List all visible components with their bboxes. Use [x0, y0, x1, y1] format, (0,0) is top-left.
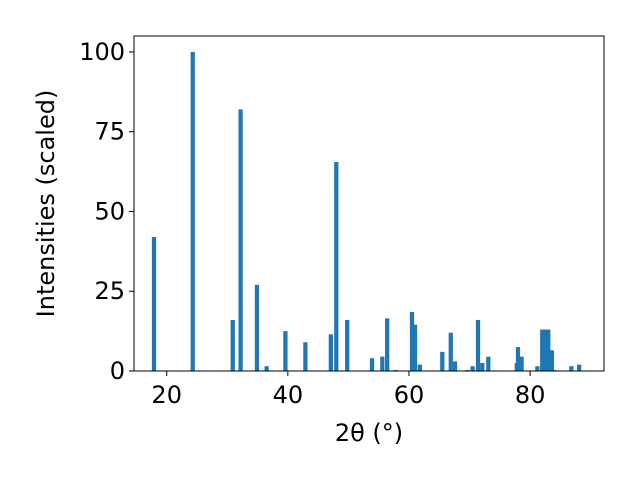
bar — [448, 332, 453, 371]
bar — [151, 237, 157, 371]
bar — [303, 342, 308, 371]
bar — [283, 331, 288, 371]
x-tick-label: 60 — [394, 381, 425, 409]
bar — [334, 162, 339, 371]
bar — [480, 363, 485, 371]
y-axis-label: Intensities (scaled) — [32, 90, 60, 318]
bar — [475, 319, 481, 371]
y-tick-label: 75 — [94, 118, 125, 146]
bar — [230, 319, 235, 371]
x-tick-label: 80 — [515, 381, 546, 409]
bar — [264, 366, 269, 371]
plot-frame — [133, 35, 605, 372]
y-axis-ticks: 0 25 50 75 100 — [79, 38, 134, 385]
bar — [515, 347, 521, 371]
y-tick-label: 25 — [94, 277, 125, 305]
bar — [440, 351, 445, 371]
bar — [540, 329, 545, 371]
bar — [519, 356, 524, 371]
bar — [190, 51, 195, 371]
bar — [452, 361, 458, 371]
bar — [254, 284, 260, 371]
bar — [369, 358, 375, 371]
bar — [417, 364, 422, 371]
bar — [577, 364, 582, 371]
bar — [238, 109, 243, 371]
bar — [380, 356, 385, 371]
bar — [470, 366, 475, 371]
bar — [542, 329, 547, 371]
bar — [549, 350, 555, 371]
bar — [385, 318, 390, 371]
x-axis-ticks: 20 40 60 80 — [151, 371, 545, 409]
y-tick-label: 0 — [110, 357, 125, 385]
x-tick-label: 20 — [151, 381, 182, 409]
y-tick-label: 100 — [79, 38, 125, 66]
bar — [546, 329, 551, 371]
bar — [535, 366, 540, 371]
x-tick-label: 40 — [273, 381, 304, 409]
y-tick-label: 50 — [94, 197, 125, 225]
bar — [569, 366, 574, 371]
bar — [409, 311, 415, 371]
x-axis-label: 2θ (°) — [335, 419, 403, 447]
bar — [412, 324, 418, 371]
bar-series — [151, 51, 582, 371]
bar — [345, 319, 350, 371]
bar — [486, 356, 491, 371]
bar — [328, 334, 333, 371]
